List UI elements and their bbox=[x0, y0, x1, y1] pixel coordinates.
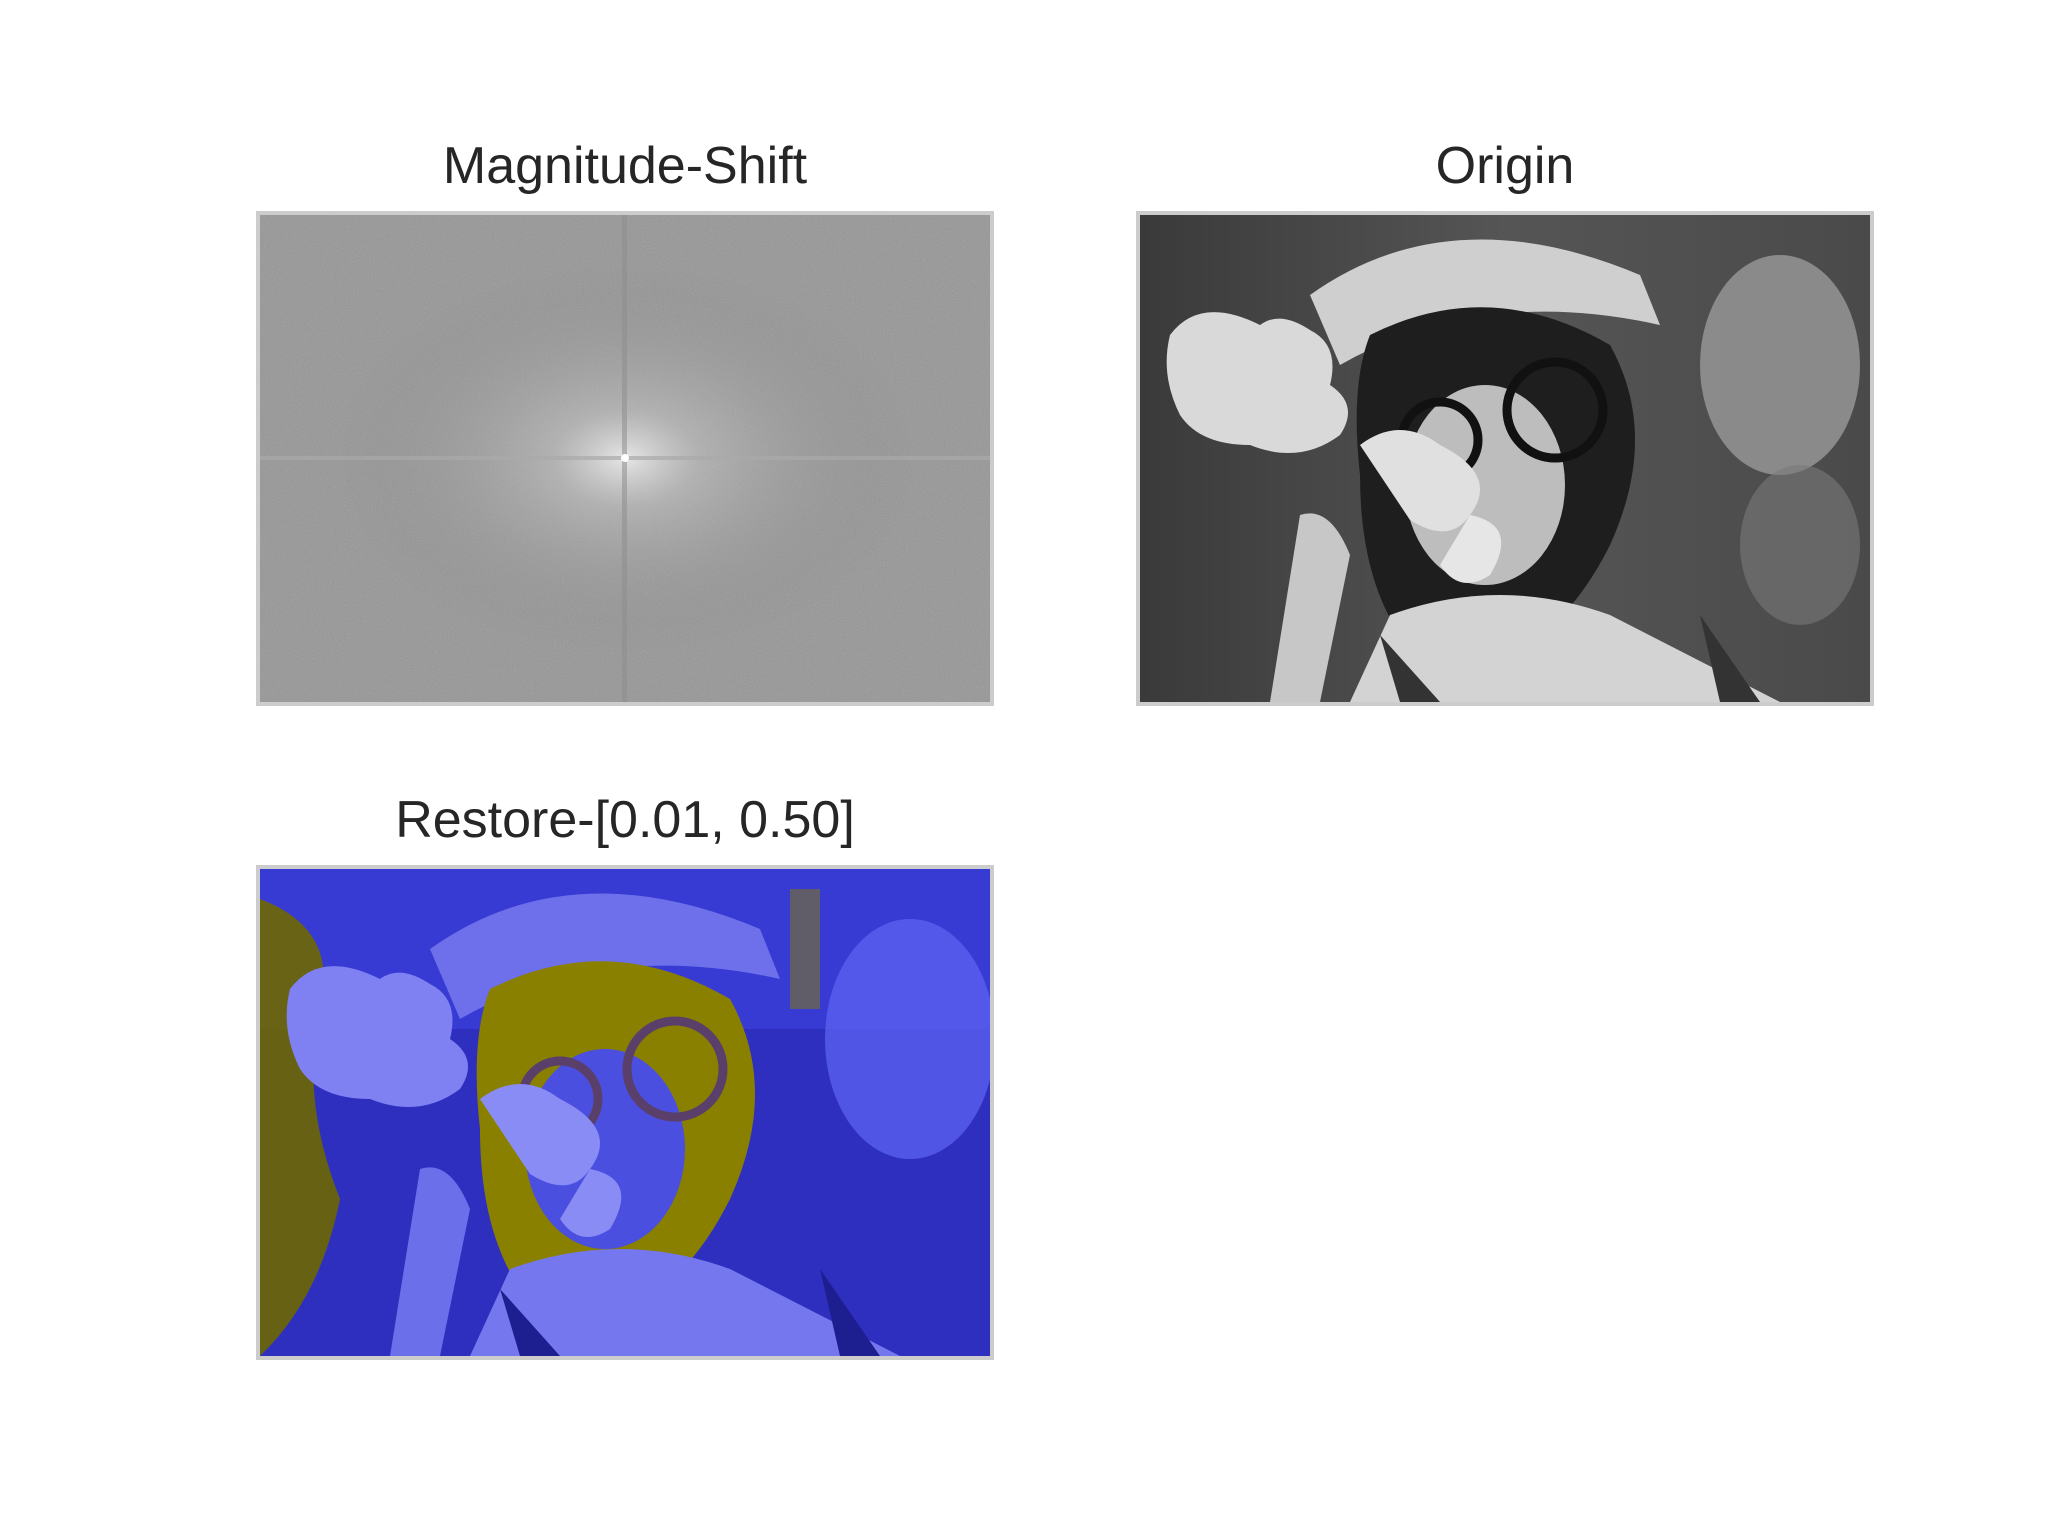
restore-photo-graphic bbox=[260, 869, 990, 1356]
magnitude-shift-panel: Magnitude-Shift bbox=[256, 136, 994, 706]
restore-panel: Restore-[0.01, 0.50] bbox=[256, 790, 994, 1360]
origin-panel: Origin bbox=[1136, 136, 1874, 706]
magnitude-shift-title: Magnitude-Shift bbox=[442, 137, 808, 195]
origin-title: Origin bbox=[1435, 137, 1575, 195]
restore-title: Restore-[0.01, 0.50] bbox=[395, 791, 855, 849]
magnitude-shift-image bbox=[256, 211, 994, 706]
spectrum-graphic bbox=[260, 215, 990, 702]
restore-image bbox=[256, 865, 994, 1360]
origin-image bbox=[1136, 211, 1874, 706]
origin-photo-graphic bbox=[1140, 215, 1870, 702]
